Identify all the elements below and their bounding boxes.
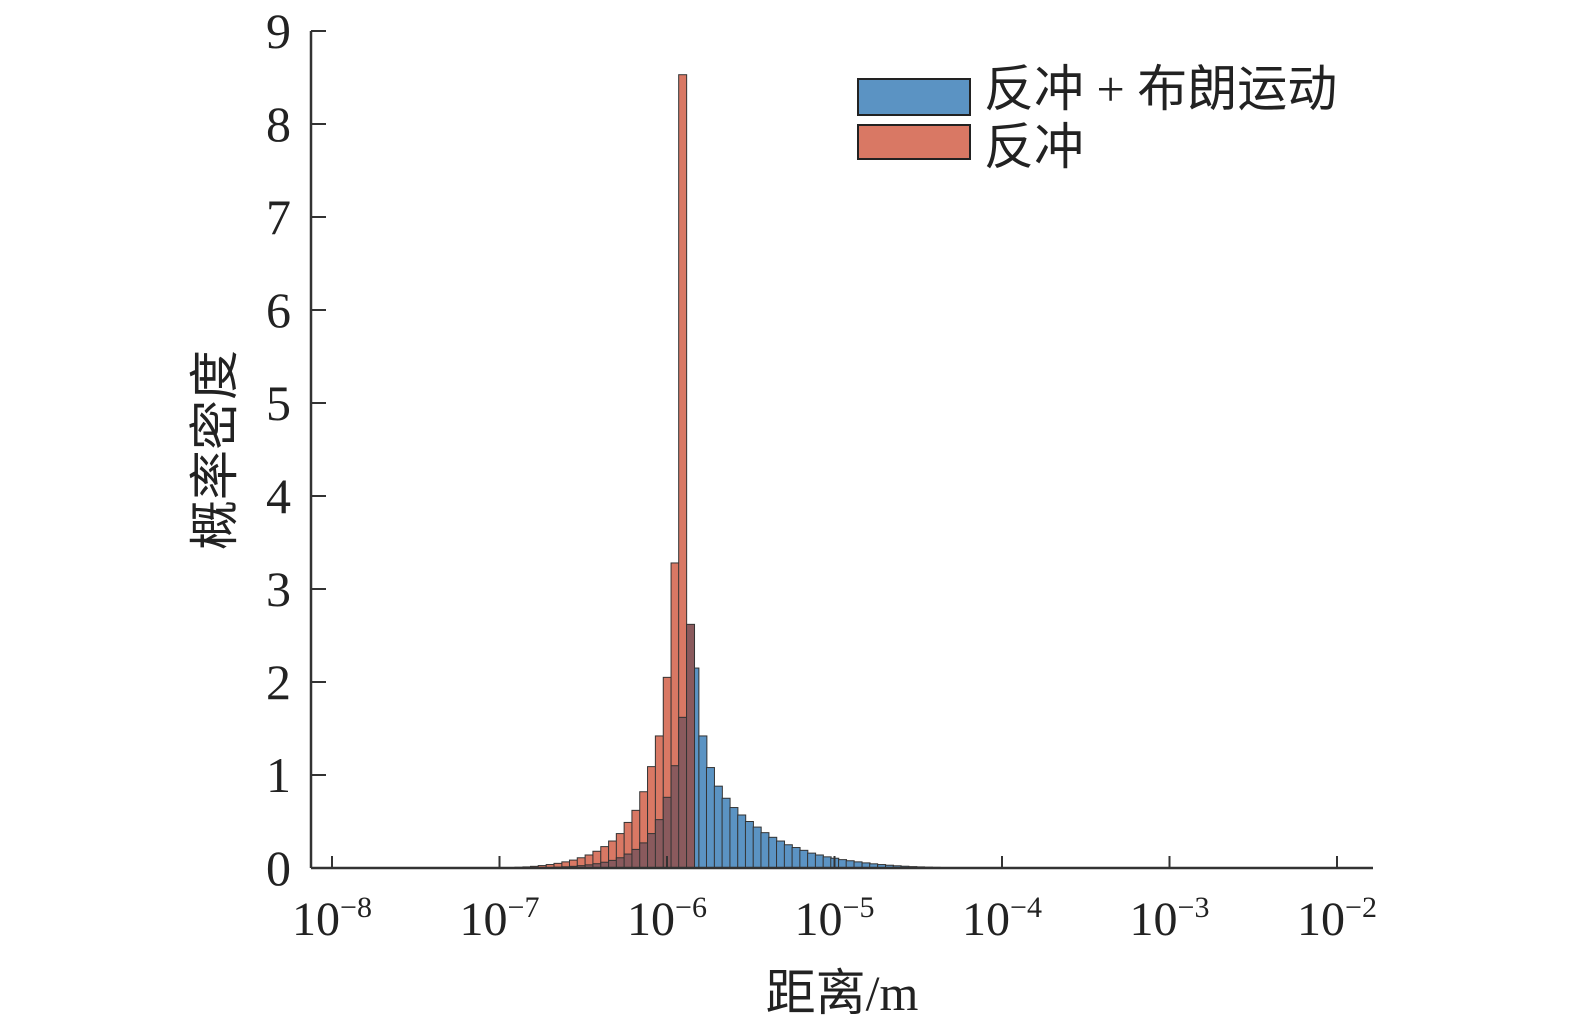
x-tick-labels: 10−8 10−7 10−6 10−5 10−4 10−3 10−2	[292, 891, 1377, 946]
y-axis-title: 概率密度	[187, 350, 243, 550]
axes-layer	[309, 30, 1373, 870]
bar-blue-17	[822, 856, 832, 869]
bar-blue-9	[760, 832, 770, 869]
bar-overlap-14	[647, 833, 657, 869]
bar-overlap-15	[654, 819, 664, 869]
bar-blue-19	[838, 859, 848, 869]
y-tick-label-8: 8	[266, 96, 291, 152]
y-tick-label-9: 9	[266, 3, 291, 59]
bar-overlap-11	[623, 853, 633, 869]
x-tick-label-4: 10−4	[962, 891, 1042, 946]
bar-blue-8	[752, 826, 762, 869]
bar-blue-5	[729, 807, 739, 869]
y-tick-label-4: 4	[266, 468, 291, 524]
y-tick-label-7: 7	[266, 189, 291, 245]
x-tick-label-6: 10−2	[1297, 891, 1377, 946]
bar-blue-4	[721, 797, 731, 869]
bar-blue-2	[705, 767, 715, 869]
bar-blue-12	[783, 844, 793, 869]
y-tick-label-6: 6	[266, 282, 291, 338]
x-tick-label-1: 10−7	[460, 891, 540, 946]
legend-label-recoil-brownian: 反冲 + 布朗运动	[984, 61, 1337, 117]
legend-label-recoil: 反冲	[984, 119, 1084, 175]
bar-blue-7	[744, 821, 754, 869]
y-tick-label-1: 1	[266, 747, 291, 803]
x-tick-label-5: 10−3	[1130, 891, 1210, 946]
bar-blue-6	[737, 814, 747, 869]
bar-overlap-12	[631, 848, 641, 869]
bar-blue-11	[776, 840, 786, 869]
bar-blue-14	[799, 849, 809, 869]
bar-blue-3	[713, 785, 723, 869]
bar-overlap-18	[678, 716, 688, 869]
bar-overlap-19	[686, 623, 696, 869]
x-tick-label-3: 10−5	[795, 891, 875, 946]
bar-blue-1	[698, 735, 708, 869]
legend-swatch-recoil	[857, 124, 971, 160]
bar-overlap-13	[639, 842, 649, 869]
bar-overlap-17	[670, 765, 680, 869]
y-tick-label-2: 2	[266, 654, 291, 710]
legend: 反冲 + 布朗运动 反冲	[857, 61, 1337, 175]
bars-layer	[506, 74, 972, 869]
y-tick-label-5: 5	[266, 375, 291, 431]
bar-blue-13	[791, 847, 801, 869]
y-tick-label-3: 3	[266, 561, 291, 617]
bar-blue-15	[807, 852, 817, 869]
legend-swatch-recoil-brownian	[857, 78, 971, 116]
y-tick-labels: 0 1 2 3 4 5 6 7 8 9	[266, 3, 291, 896]
x-tick-label-0: 10−8	[292, 891, 372, 946]
y-tick-label-0: 0	[266, 840, 291, 896]
bar-blue-10	[768, 836, 778, 869]
bar-overlap-10	[615, 857, 625, 869]
x-axis-title: 距离/m	[766, 965, 919, 1021]
bar-blue-16	[814, 854, 824, 869]
x-tick-label-2: 10−6	[627, 891, 707, 946]
